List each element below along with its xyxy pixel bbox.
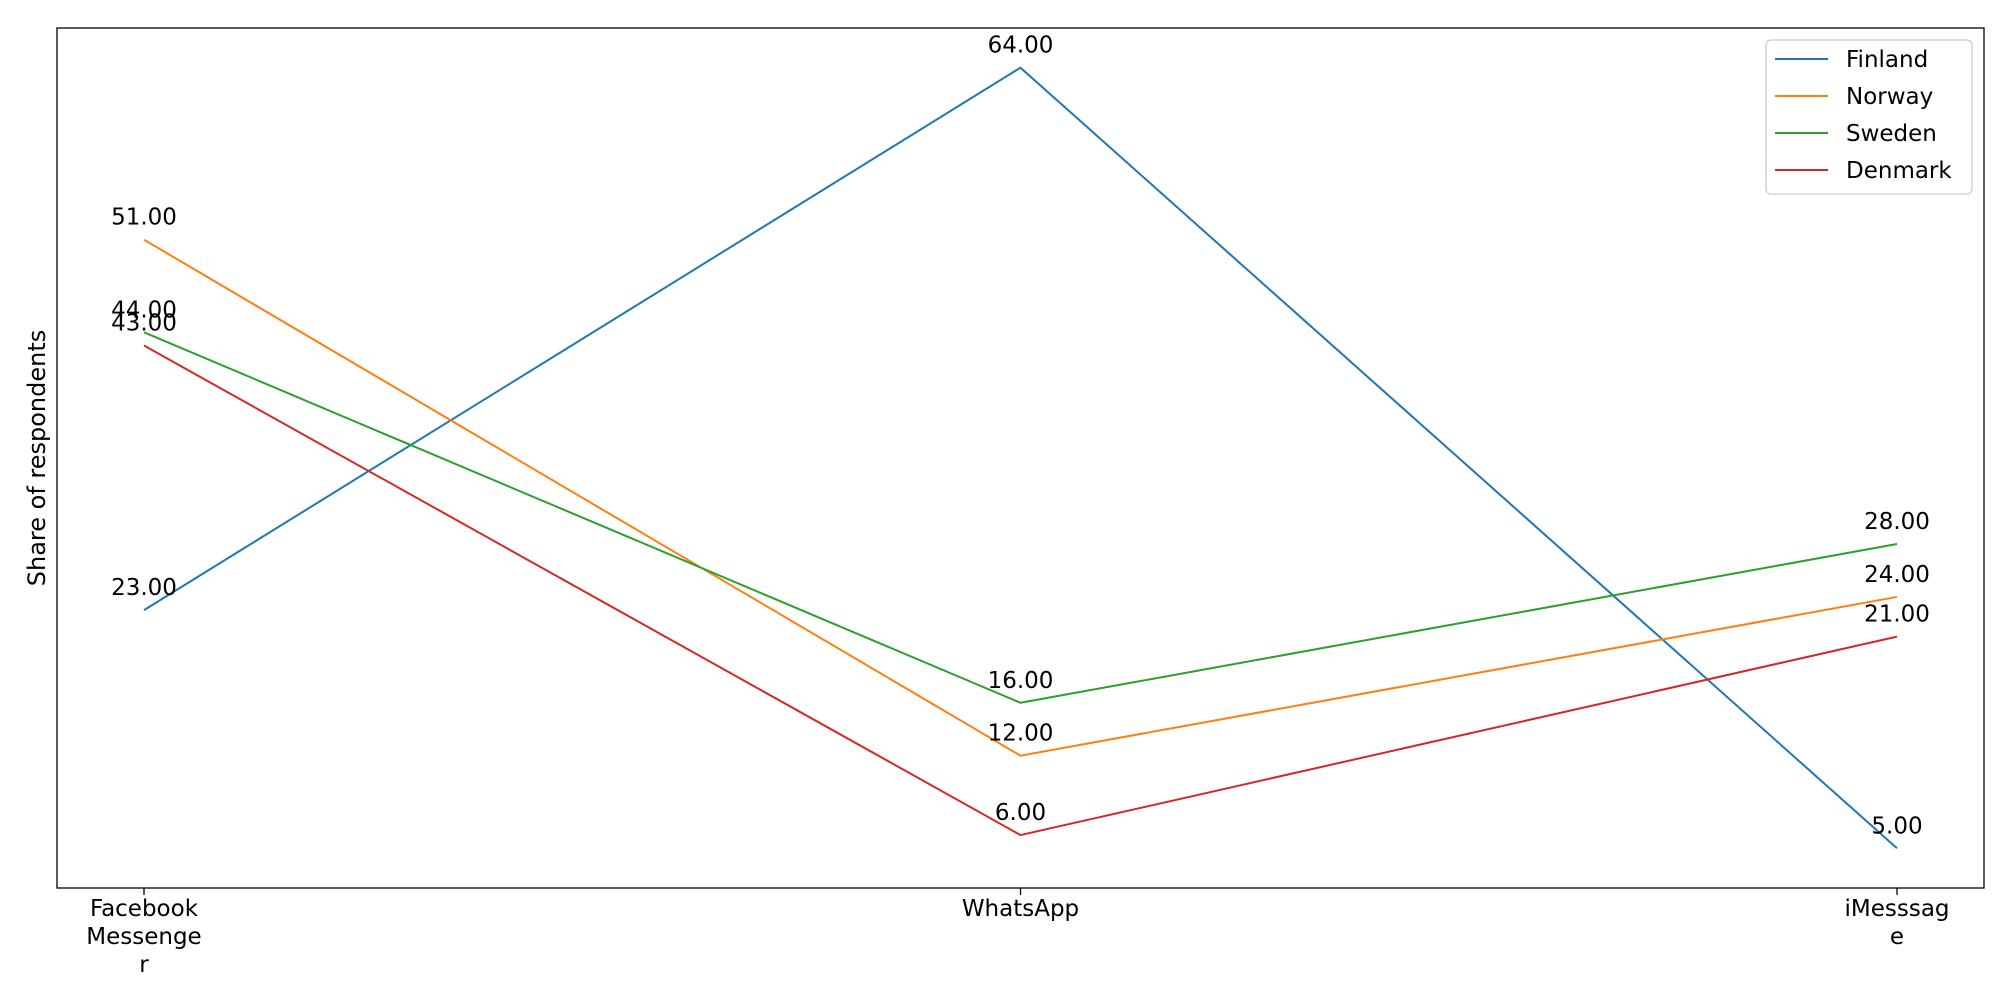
x-tick-label-line: WhatsApp — [962, 896, 1079, 922]
data-label: 21.00 — [1864, 602, 1930, 628]
legend-label: Finland — [1846, 47, 1928, 73]
legend-label: Denmark — [1846, 158, 1952, 184]
series-line-norway — [143, 238, 1898, 757]
data-label: 64.00 — [988, 33, 1054, 59]
series-lines — [143, 66, 1898, 850]
data-label: 24.00 — [1864, 562, 1930, 588]
x-tick-label-line: e — [1890, 924, 1904, 950]
y-axis-title: Share of respondents — [23, 330, 51, 587]
data-label: 23.00 — [111, 575, 177, 601]
x-tick-label: Facebook Messenge r — [86, 896, 201, 978]
series-line-finland — [143, 66, 1898, 850]
x-tick-label-line: r — [139, 952, 149, 978]
series-line-sweden — [143, 331, 1898, 704]
x-tick-label-line: Messenge — [86, 924, 201, 950]
data-label: 5.00 — [1871, 813, 1922, 839]
data-label: 6.00 — [995, 800, 1046, 826]
series-line-denmark — [143, 344, 1898, 837]
x-axis-ticks: Facebook Messenge r WhatsApp iMesssag e — [86, 888, 1950, 978]
data-label: 51.00 — [111, 205, 177, 231]
legend: Finland Norway Sweden Denmark — [1765, 39, 1973, 195]
data-label: 16.00 — [988, 668, 1054, 694]
x-tick-label: iMesssag e — [1844, 896, 1949, 950]
x-tick-label-line: iMesssag — [1844, 896, 1949, 922]
data-label: 44.00 — [111, 297, 177, 323]
data-label: 28.00 — [1864, 509, 1930, 535]
legend-label: Norway — [1846, 84, 1933, 110]
x-tick-label: WhatsApp — [962, 896, 1079, 922]
data-label: 43.00 — [111, 311, 177, 337]
data-labels: 23.00 64.00 5.00 51.00 12.00 24.00 44.00 16.00 2… — [111, 33, 1930, 840]
legend-frame — [1765, 39, 1973, 195]
legend-label: Sweden — [1846, 121, 1937, 147]
data-label: 12.00 — [988, 721, 1054, 747]
x-tick-label-line: Facebook — [90, 896, 199, 922]
